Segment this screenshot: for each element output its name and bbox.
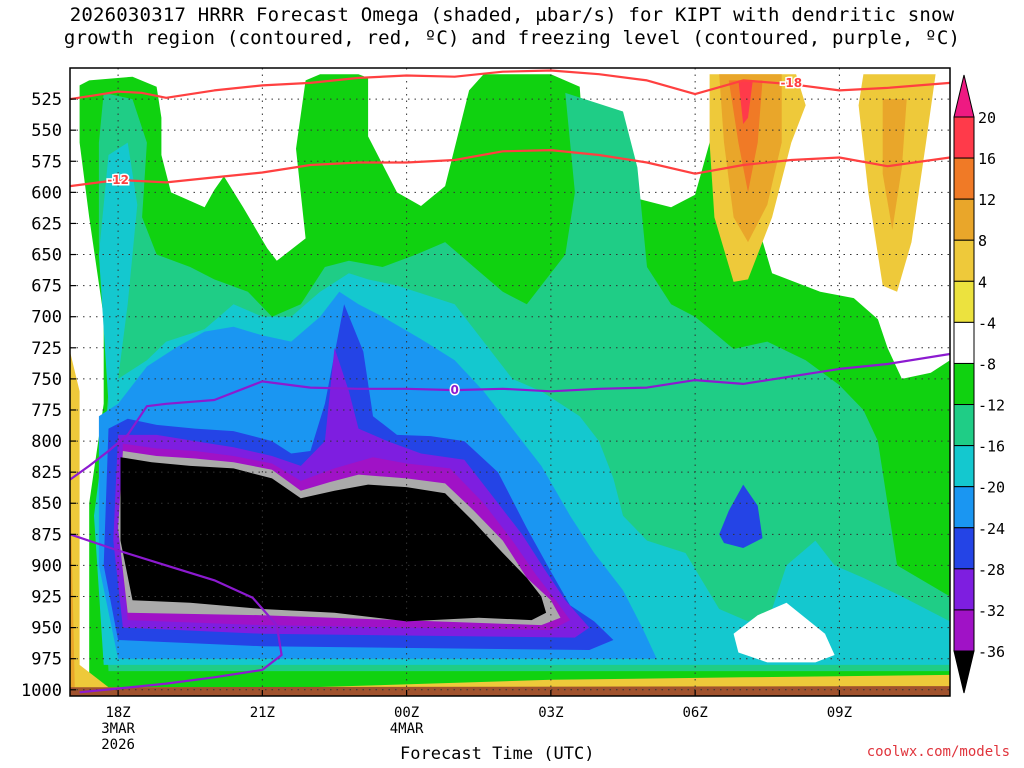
y-tick-label: 900 bbox=[31, 556, 62, 576]
colorbar-label: -4 bbox=[978, 314, 996, 332]
colorbar-label: 12 bbox=[978, 191, 996, 209]
colorbar: 20 16 12 8 4 -4 -8 -12 -16 -20 -24 -28 -32 -36 bbox=[953, 74, 1005, 694]
x-axis-label: Forecast Time (UTC) bbox=[400, 744, 595, 764]
colorbar-label: -32 bbox=[978, 602, 1005, 620]
colorbar-box bbox=[953, 157, 975, 200]
y-tick-label: 625 bbox=[31, 214, 62, 234]
colorbar-label: -36 bbox=[978, 643, 1005, 661]
shade-omega-black bbox=[120, 457, 547, 622]
y-tick-label: 850 bbox=[31, 494, 62, 514]
colorbar-box bbox=[953, 321, 975, 364]
y-tick-label: 675 bbox=[31, 277, 62, 297]
colorbar-box bbox=[953, 404, 975, 447]
shade-omega-orange-upper-right bbox=[728, 80, 763, 193]
y-tick-label: 725 bbox=[31, 339, 62, 359]
colorbar-label: -28 bbox=[978, 561, 1005, 579]
contour-dgz-top bbox=[70, 69, 950, 101]
colorbar-label: 4 bbox=[978, 273, 987, 291]
colorbar-label: -20 bbox=[978, 479, 1005, 497]
x-tick-label: 06Z bbox=[682, 705, 707, 721]
plot-area bbox=[70, 74, 950, 696]
colorbar-label: -12 bbox=[978, 397, 1005, 415]
contour-label-freezing-level: 0 bbox=[451, 383, 459, 397]
y-tick-label: 525 bbox=[31, 90, 62, 110]
contour-dgz-bottom bbox=[70, 149, 950, 188]
y-tick-label: 750 bbox=[31, 370, 62, 390]
x-tick-label: 09Z bbox=[827, 705, 852, 721]
colorbar-label: -16 bbox=[978, 438, 1005, 456]
colorbar-label: 20 bbox=[978, 109, 996, 127]
y-tick-label: 550 bbox=[31, 121, 62, 141]
y-tick-label: 950 bbox=[31, 619, 62, 639]
shade-ground-brown bbox=[70, 686, 950, 696]
y-tick-label: 700 bbox=[31, 308, 62, 328]
y-tick-label: 1000 bbox=[21, 681, 62, 701]
chart-title-line-1: 2026030317 HRRR Forecast Omega (shaded, … bbox=[69, 4, 955, 26]
contour-label-dgz-bottom: -12 bbox=[107, 173, 129, 187]
chart-title: 2026030317 HRRR Forecast Omega (shaded, … bbox=[0, 4, 1024, 50]
y-tick-label: 800 bbox=[31, 432, 62, 452]
credit-link[interactable]: coolwx.com/models bbox=[866, 744, 1010, 760]
colorbar-box bbox=[953, 527, 975, 570]
colorbar-box bbox=[953, 280, 975, 323]
y-tick-label: 925 bbox=[31, 588, 62, 608]
y-axis: 525 550 575 600 625 650 675 700 725 750 775 800 825 8… bbox=[21, 90, 76, 701]
colorbar-label: -8 bbox=[978, 355, 996, 373]
x-tick-label: 21Z bbox=[250, 705, 275, 721]
colorbar-box bbox=[953, 362, 975, 406]
y-tick-label: 975 bbox=[31, 650, 62, 670]
y-tick-label: 775 bbox=[31, 401, 62, 421]
colorbar-box bbox=[953, 198, 975, 241]
x-tick-label: 03Z bbox=[538, 705, 563, 721]
shade-omega-red-upper-right bbox=[738, 80, 753, 124]
colorbar-box bbox=[953, 486, 975, 529]
x-tick-label: 4MAR bbox=[390, 721, 424, 737]
contour-label-dgz-top: -18 bbox=[780, 76, 802, 90]
y-tick-label: 650 bbox=[31, 246, 62, 266]
colorbar-box bbox=[953, 445, 975, 488]
plot-contours: -18 -12 0 bbox=[70, 69, 950, 694]
contour-freezing-level bbox=[70, 352, 950, 481]
y-tick-label: 875 bbox=[31, 525, 62, 545]
contour-freezing-level-lower bbox=[70, 533, 283, 694]
colorbar-box bbox=[953, 116, 975, 159]
shade-omega-white-gap bbox=[733, 602, 835, 663]
x-tick-label: 2026 bbox=[101, 737, 135, 753]
chart-title-line-2: growth region (contoured, red, ºC) and f… bbox=[63, 27, 961, 49]
colorbar-box bbox=[953, 568, 975, 611]
y-tick-label: 825 bbox=[31, 463, 62, 483]
colorbar-box bbox=[953, 239, 975, 282]
x-tick-label: 18Z bbox=[105, 705, 130, 721]
colorbar-label: -24 bbox=[978, 520, 1005, 538]
colorbar-box bbox=[953, 609, 975, 652]
plot-frame bbox=[69, 67, 951, 697]
y-tick-label: 600 bbox=[31, 183, 62, 203]
x-tick-label: 3MAR bbox=[101, 721, 135, 737]
y-tick-label: 575 bbox=[31, 152, 62, 172]
colorbar-label: 16 bbox=[978, 150, 996, 168]
colorbar-bottom-arrow bbox=[953, 650, 975, 694]
colorbar-top-arrow bbox=[953, 74, 975, 118]
shade-omega-blue-small bbox=[719, 484, 763, 548]
x-tick-label: 00Z bbox=[394, 705, 419, 721]
colorbar-label: 8 bbox=[978, 232, 987, 250]
